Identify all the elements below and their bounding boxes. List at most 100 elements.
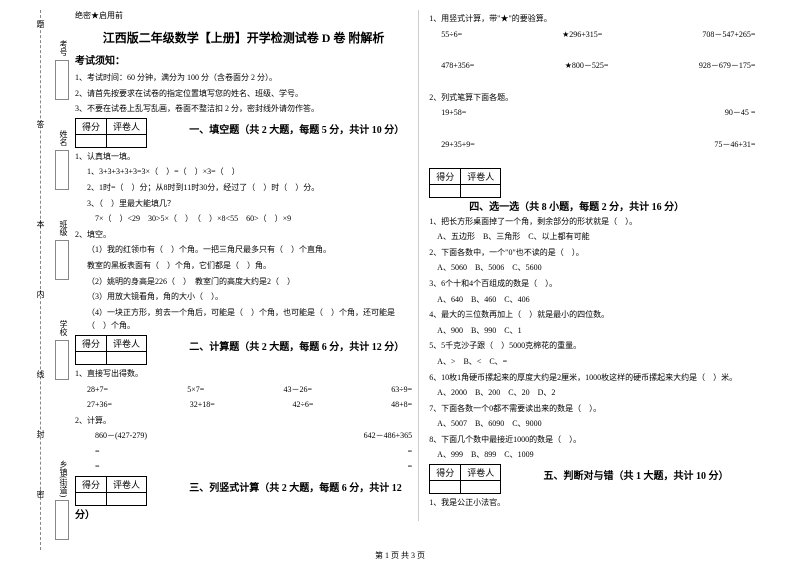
notice-1: 1、考试时间：60 分钟，满分为 100 分（含卷面分 2 分）。 [75, 71, 412, 85]
s4-i15: 8、下面几个数中最接近1000的数是（ ）。 [429, 433, 755, 447]
grader-h: 评卷人 [461, 465, 501, 481]
s2-r2: 27+36=32+18=42÷6=48+8= [75, 398, 412, 412]
s4-i2: A、五边形 B、三角形 C、以上都有可能 [429, 230, 755, 244]
dash-6: 封 [35, 430, 46, 438]
s5-q1: 1、我是公正小法官。 [429, 496, 755, 510]
section-2-title: 二、计算题（共 2 大题，每题 6 分，共计 12 分） [189, 342, 404, 353]
dash-2: 答 [35, 120, 46, 128]
s4-i11: 6、10枚1角硬币摞起来的厚度大约是2厘米，1000枚这样的硬币摞起来大约是（ … [429, 371, 755, 385]
notice-3: 3、不要在试卷上乱写乱画，卷面不整洁扣 2 分，密封线外请勿作答。 [75, 102, 412, 116]
c: 63÷9= [391, 383, 412, 397]
s4-i1: 1、把长方形桌面掉了一个角，剩余部分的形状就是（ ）。 [429, 215, 755, 229]
score-box-3: 得分评卷人 [75, 476, 147, 506]
s1-q1-l4: 7×（ ）<29 30>5×（ ） （ ）×8<55 60>（ ）×9 [75, 212, 412, 226]
c: 708－547+265= [702, 28, 755, 42]
side-label-5: 乡镇(街道) [58, 460, 69, 497]
binding-sidebar: 考号 姓名 班级 学校 乡镇(街道) 题 答 本 内 线 封 密 [0, 0, 70, 565]
c: ★296+315= [562, 28, 602, 42]
s4-i7: 4、最大的三位数再加上（ ）就是最小的四位数。 [429, 308, 755, 322]
dash-4: 内 [35, 290, 46, 298]
c: 642－486+365 [364, 429, 413, 443]
side-box-4 [55, 340, 69, 380]
s3-q1: 1、用竖式计算，带"★"的要验算。 [429, 12, 755, 26]
side-box-1 [55, 60, 69, 100]
exam-title: 江西版二年级数学【上册】开学检测试卷 D 卷 附解析 [75, 29, 412, 46]
s4-i6: A、640 B、460 C、406 [429, 293, 755, 307]
grader-h: 评卷人 [107, 118, 147, 134]
score-h: 得分 [430, 168, 461, 184]
c: 29+35+9= [441, 138, 475, 152]
section-1-title: 一、填空题（共 2 大题，每题 5 分，共计 10 分） [189, 125, 404, 136]
s1-q1-l2: 2、1时=（ ）分；从8时到11时30分，经过了（ ）时（ ）分。 [75, 181, 412, 195]
s3-q2: 2、列式笔算下面各题。 [429, 91, 755, 105]
s4-i16: A、999 B、899 C、1009 [429, 448, 755, 462]
side-box-3 [55, 240, 69, 280]
c: 860－(427-279) [87, 429, 147, 443]
page-footer: 第 1 页 共 3 页 [0, 550, 800, 561]
s1-q1-l3: 3、（ ）里最大能填几？ [75, 197, 412, 211]
s3-r2: 478+356= ★800－525= 928－679－175= [429, 59, 755, 73]
notice-title: 考试须知： [75, 52, 412, 67]
s4-i4: A、5060 B、5006 C、5600 [429, 261, 755, 275]
c: 27+36= [87, 398, 112, 412]
s4-i13: 7、下面各数一个0都不需要读出来的数是（ ）。 [429, 402, 755, 416]
side-label-3: 班级 [58, 220, 69, 236]
side-box-2 [55, 150, 69, 190]
s4-i12: A、2000 B、200 C、20 D、2 [429, 386, 755, 400]
s2-q2: 2、计算。 [75, 414, 412, 428]
c: 928－679－175= [699, 59, 756, 73]
s2-q2r1: 860－(427-279) 642－486+365 [75, 429, 412, 443]
side-label-2: 姓名 [58, 130, 69, 146]
s1-q1-l1: 1、3+3+3+3+3=3×（ ）=（ ）×3=（ ） [75, 165, 412, 179]
score-box-2: 得分评卷人 [75, 335, 147, 365]
c: 90－45 = [725, 106, 756, 120]
score-h: 得分 [76, 118, 107, 134]
c: 19+58= [441, 106, 466, 120]
score-h: 得分 [76, 477, 107, 493]
s2-q2r3: == [75, 460, 412, 474]
side-box-5 [55, 500, 69, 540]
score-h: 得分 [76, 335, 107, 351]
s1-q2: 2、填空。 [75, 228, 412, 242]
s3-q2r1: 19+58= 90－45 = [429, 106, 755, 120]
c: 43－26= [284, 383, 313, 397]
grader-h: 评卷人 [107, 335, 147, 351]
s1-q2-l4: （3）用放大镜看角，角的大小（ ）。 [75, 290, 412, 304]
c: = [408, 445, 413, 459]
side-label-1: 考号 [58, 40, 69, 56]
c: 75－46+31= [714, 138, 755, 152]
s4-i8: A、900 B、990 C、1 [429, 324, 755, 338]
s1-q1: 1、认真填一填。 [75, 150, 412, 164]
secret-label: 绝密★启用前 [75, 10, 412, 21]
dash-line [40, 10, 41, 550]
grader-h: 评卷人 [107, 477, 147, 493]
side-label-4: 学校 [58, 320, 69, 336]
score-box-4: 得分评卷人 [429, 168, 501, 198]
main-content: 绝密★启用前 江西版二年级数学【上册】开学检测试卷 D 卷 附解析 考试须知： … [75, 10, 790, 521]
c: 55÷6= [441, 28, 462, 42]
s1-q2-l1: （1）我的红领巾有（ ）个角。一把三角尺最多只有（ ）个直角。 [75, 243, 412, 257]
c: 48+8= [391, 398, 412, 412]
s4-i3: 2、下面各数中，一个"0"也不读的是（ ）。 [429, 246, 755, 260]
grader-h: 评卷人 [461, 168, 501, 184]
s4-i14: A、5007 B、6090 C、9000 [429, 417, 755, 431]
section-4-title: 四、选一选（共 8 小题，每题 2 分，共计 16 分） [469, 202, 684, 213]
dash-1: 题 [35, 20, 46, 28]
section-5-title: 五、判断对与错（共 1 大题，共计 10 分） [543, 471, 728, 482]
c: = [408, 460, 413, 474]
c: 28+7= [87, 383, 108, 397]
s4-i5: 3、6个十和4个百组成的数是（ ）。 [429, 277, 755, 291]
left-column: 绝密★启用前 江西版二年级数学【上册】开学检测试卷 D 卷 附解析 考试须知： … [75, 10, 418, 521]
s3-q2r2: 29+35+9= 75－46+31= [429, 138, 755, 152]
right-column: 1、用竖式计算，带"★"的要验算。 55÷6= ★296+315= 708－547+… [418, 10, 761, 521]
dash-5: 线 [35, 370, 46, 378]
s2-q2r2: == [75, 445, 412, 459]
s1-q2-l2: 教室的黑板表面有（ ）个角，它们都是（ ）角。 [75, 259, 412, 273]
c: = [87, 445, 100, 459]
s3-r1: 55÷6= ★296+315= 708－547+265= [429, 28, 755, 42]
c: ★800－525= [565, 59, 609, 73]
s2-q1: 1、直接写出得数。 [75, 367, 412, 381]
s1-q2-l3: （2）姚明的身高是226（ ） 教室门的高度大约是2（ ） [75, 275, 412, 289]
s1-q2-l5: （4）一块正方形，剪去一个角后，可能是（ ）个角，也可能是（ ）个角，还可能是（… [75, 306, 412, 333]
c: 478+356= [441, 59, 474, 73]
